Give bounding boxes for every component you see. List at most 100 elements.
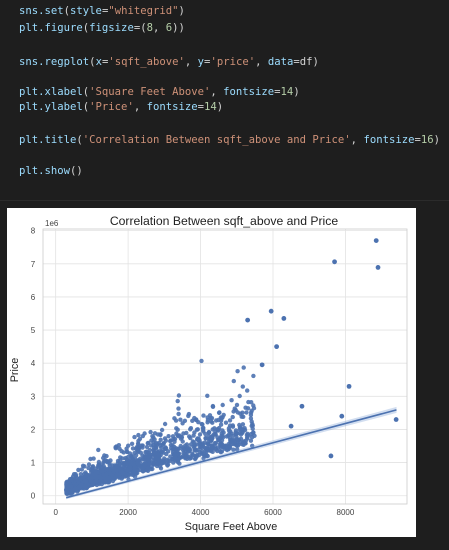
scatter-point — [198, 445, 203, 450]
scatter-point — [65, 486, 70, 491]
x-tick-label: 4000 — [192, 508, 210, 517]
scatter-point — [186, 411, 192, 417]
scatter-point — [132, 464, 137, 469]
scatter-point — [207, 413, 213, 418]
scatter-point — [373, 238, 379, 243]
scatter-point — [199, 358, 204, 364]
code-token: ) — [433, 134, 441, 146]
scatter-point — [220, 402, 225, 408]
code-token: , — [184, 56, 198, 68]
scatter-point — [209, 445, 214, 451]
y-multiplier-label: 1e6 — [45, 219, 59, 228]
scatter-point — [151, 445, 157, 450]
scatter-point — [250, 426, 255, 431]
scatter-point — [244, 410, 249, 415]
x-tick-label: 6000 — [264, 508, 282, 517]
code-token: ( — [63, 5, 71, 17]
scatter-point — [180, 439, 185, 444]
scatter-point — [259, 362, 265, 368]
code-token: = — [204, 56, 211, 68]
scatter-point — [135, 441, 141, 446]
scatter-point — [213, 446, 219, 452]
scatter-point — [78, 472, 84, 477]
scatter-point — [203, 431, 208, 437]
scatter-point — [241, 365, 246, 370]
code-token: = — [101, 56, 109, 68]
scatter-point — [150, 434, 155, 439]
scatter-point — [163, 446, 169, 451]
y-tick-label: 5 — [31, 326, 36, 335]
y-tick-label: 6 — [31, 293, 36, 302]
scatter-point — [231, 447, 236, 452]
scatter-point — [249, 408, 254, 413]
scatter-point — [148, 429, 153, 435]
scatter-point — [175, 398, 180, 404]
code-token: = — [101, 5, 109, 17]
code-token: 'price' — [210, 56, 256, 68]
scatter-point — [134, 471, 139, 476]
scatter-point — [184, 430, 189, 436]
code-cell[interactable]: sns.set(style="whitegrid") plt.figure(fig… — [0, 0, 449, 200]
scatter-point — [88, 456, 93, 462]
scatter-point — [230, 414, 235, 420]
scatter-point — [173, 447, 179, 453]
scatter-point — [240, 384, 245, 389]
scatter-point — [218, 422, 224, 427]
tick-labels: 0 2000 4000 6000 8000 0 1 2 3 4 5 6 7 8 — [31, 227, 355, 517]
scatter-point — [125, 468, 130, 473]
scatter-point — [68, 484, 74, 489]
scatter-point — [99, 465, 104, 470]
scatter-point — [238, 436, 244, 441]
scatter-point — [236, 442, 241, 447]
scatter-point — [98, 478, 104, 484]
scatter-point — [87, 476, 92, 481]
scatter-point — [146, 440, 151, 446]
scatter-point — [96, 447, 101, 453]
scatter-point — [238, 425, 243, 431]
code-token: fontsize — [146, 101, 198, 113]
scatter-point — [245, 388, 250, 393]
scatter-point — [188, 427, 193, 432]
scatter-point — [162, 456, 167, 461]
y-axis-label: Price — [9, 358, 21, 383]
code-token: x — [95, 56, 102, 68]
code-token: = — [274, 86, 281, 98]
scatter-point — [235, 447, 240, 452]
code-token: plt.title — [19, 134, 77, 146]
code-token: 'Correlation Between sqft_above and Pric… — [82, 134, 351, 146]
scatter-point — [328, 453, 334, 459]
scatter-point — [231, 409, 236, 414]
grid-lines — [43, 229, 407, 504]
scatter-point — [171, 460, 176, 465]
scatter-point — [159, 427, 165, 433]
scatter-point — [203, 446, 208, 451]
scatter-point — [245, 317, 251, 323]
scatter-point — [142, 431, 147, 436]
scatter-point — [248, 438, 254, 443]
code-token: , — [255, 56, 268, 68]
scatter-point — [238, 432, 244, 437]
scatter-point — [153, 460, 158, 465]
y-tick-label: 3 — [31, 392, 36, 401]
code-token: ( — [82, 101, 90, 113]
scatter-point — [159, 449, 165, 454]
y-tick-label: 4 — [31, 359, 36, 368]
scatter-point — [234, 437, 240, 442]
y-tick-label: 2 — [31, 425, 36, 434]
scatter-point — [178, 443, 183, 449]
scatter-point — [205, 393, 210, 398]
scatter-point — [144, 444, 150, 450]
scatter-point — [240, 410, 245, 415]
code-token: ( — [76, 134, 83, 146]
scatter-point — [176, 406, 181, 411]
code-token: 16 — [420, 134, 434, 146]
scatter-point — [124, 460, 129, 465]
scatter-point — [85, 473, 91, 478]
code-token: ( — [89, 56, 96, 68]
code-token: ) — [178, 5, 185, 17]
scatter-point — [129, 441, 135, 446]
scatter-point — [230, 433, 235, 439]
code-token: 6 — [165, 22, 173, 34]
scatter-point — [176, 393, 182, 398]
scatter-point — [124, 446, 129, 451]
